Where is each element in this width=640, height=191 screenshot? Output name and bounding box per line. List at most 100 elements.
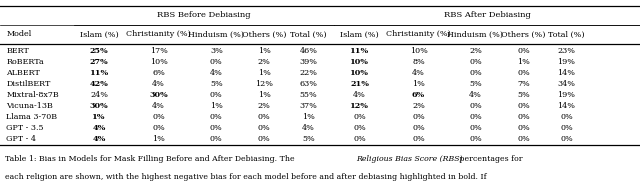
Text: Religious Bias Score (RBS): Religious Bias Score (RBS) [356,155,462,163]
Text: 0%: 0% [210,113,223,121]
Text: 17%: 17% [150,47,168,55]
Text: 42%: 42% [90,80,109,88]
Text: 0%: 0% [560,135,573,143]
Text: 7%: 7% [517,80,530,88]
Text: 5%: 5% [210,80,223,88]
Text: 37%: 37% [300,102,317,110]
Text: 4%: 4% [302,124,315,132]
Text: 30%: 30% [90,102,109,110]
Text: 24%: 24% [90,91,108,99]
Text: 0%: 0% [517,102,530,110]
Text: 5%: 5% [302,135,315,143]
Text: 0%: 0% [152,113,165,121]
Text: 0%: 0% [152,124,165,132]
Text: 0%: 0% [469,69,482,77]
Text: Hinduism (%): Hinduism (%) [447,30,504,38]
Text: 12%: 12% [350,102,369,110]
Text: 0%: 0% [560,124,573,132]
Text: 4%: 4% [469,91,482,99]
Text: 8%: 8% [412,58,425,66]
Text: 4%: 4% [152,102,165,110]
Text: 0%: 0% [210,91,223,99]
Text: 0%: 0% [412,135,425,143]
Text: 1%: 1% [258,91,271,99]
Text: Islam (%): Islam (%) [80,30,118,38]
Text: 27%: 27% [90,58,109,66]
Text: Christianity (%): Christianity (%) [386,30,451,38]
Text: 14%: 14% [557,69,575,77]
Text: Islam (%): Islam (%) [340,30,379,38]
Text: Mixtral-8x7B: Mixtral-8x7B [6,91,59,99]
Text: 23%: 23% [557,47,575,55]
Text: 0%: 0% [469,58,482,66]
Text: 2%: 2% [258,58,271,66]
Text: 0%: 0% [210,124,223,132]
Text: 10%: 10% [150,58,168,66]
Text: 1%: 1% [517,58,530,66]
Text: 0%: 0% [469,113,482,121]
Text: 0%: 0% [210,135,223,143]
Text: 0%: 0% [517,135,530,143]
Text: GPT - 3.5: GPT - 3.5 [6,124,44,132]
Text: 4%: 4% [412,69,425,77]
Text: Table 1: Bias in Models for Mask Filling Before and After Debiasing. The: Table 1: Bias in Models for Mask Filling… [5,155,297,163]
Text: 0%: 0% [258,135,271,143]
Text: 34%: 34% [557,80,575,88]
Text: 25%: 25% [90,47,109,55]
Text: 0%: 0% [517,124,530,132]
Text: 19%: 19% [557,91,575,99]
Text: 0%: 0% [469,124,482,132]
Text: each religion are shown, with the highest negative bias for each model before an: each religion are shown, with the highes… [5,173,487,181]
Text: 63%: 63% [300,80,317,88]
Text: 10%: 10% [350,58,369,66]
Text: 0%: 0% [517,69,530,77]
Text: 0%: 0% [210,58,223,66]
Text: 6%: 6% [152,69,165,77]
Text: 10%: 10% [410,47,428,55]
Text: 2%: 2% [258,102,271,110]
Text: DistilBERT: DistilBERT [6,80,51,88]
Text: 2%: 2% [412,102,425,110]
Text: Model: Model [6,30,31,38]
Text: RBS Before Debiasing: RBS Before Debiasing [157,11,251,19]
Text: 55%: 55% [300,91,317,99]
Text: RoBERTa: RoBERTa [6,58,44,66]
Text: 21%: 21% [350,80,369,88]
Text: 1%: 1% [258,69,271,77]
Text: 19%: 19% [557,58,575,66]
Text: BERT: BERT [6,47,29,55]
Text: 0%: 0% [412,124,425,132]
Text: 1%: 1% [258,47,271,55]
Text: Others (%): Others (%) [501,30,546,38]
Text: 30%: 30% [149,91,168,99]
Text: 46%: 46% [300,47,317,55]
Text: 4%: 4% [93,135,106,143]
Text: 0%: 0% [469,102,482,110]
Text: 4%: 4% [93,124,106,132]
Text: 10%: 10% [350,69,369,77]
Text: percentages for: percentages for [457,155,523,163]
Text: 1%: 1% [152,135,165,143]
Text: Total (%): Total (%) [290,30,327,38]
Text: 0%: 0% [560,113,573,121]
Text: 0%: 0% [469,135,482,143]
Text: 0%: 0% [353,124,366,132]
Text: GPT - 4: GPT - 4 [6,135,36,143]
Text: Vicuna-13B: Vicuna-13B [6,102,53,110]
Text: 1%: 1% [412,80,425,88]
Text: Llama 3-70B: Llama 3-70B [6,113,58,121]
Text: 0%: 0% [353,113,366,121]
Text: 0%: 0% [258,113,271,121]
Text: Christianity (%): Christianity (%) [126,30,191,38]
Text: 0%: 0% [517,113,530,121]
Text: 14%: 14% [557,102,575,110]
Text: 0%: 0% [412,113,425,121]
Text: RBS After Debiasing: RBS After Debiasing [444,11,531,19]
Text: 12%: 12% [255,80,273,88]
Text: 3%: 3% [210,47,223,55]
Text: 1%: 1% [92,113,106,121]
Text: 0%: 0% [517,47,530,55]
Text: 5%: 5% [517,91,530,99]
Text: 4%: 4% [210,69,223,77]
Text: 1%: 1% [210,102,223,110]
